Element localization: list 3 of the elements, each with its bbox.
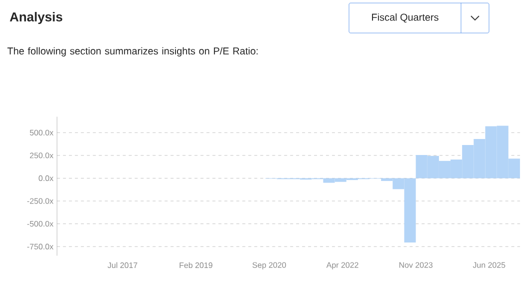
chart-title: Analysis <box>10 12 62 24</box>
chart-subtitle: The following section summarizes insights on P/E Ratio: <box>7 47 258 56</box>
text: Fiscal Quarters <box>372 13 438 23</box>
